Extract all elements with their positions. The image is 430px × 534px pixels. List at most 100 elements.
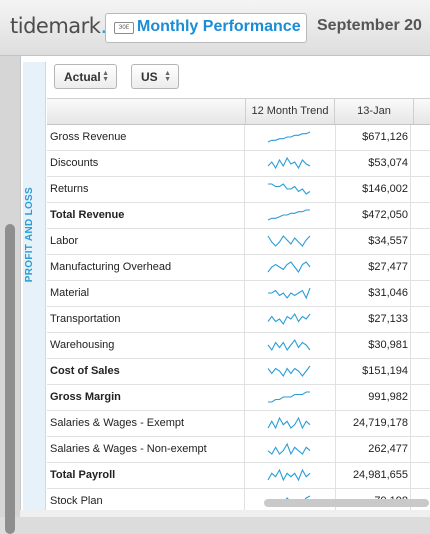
sparkline-path [267,209,310,221]
table-row[interactable]: Discounts $53,074 [47,151,430,177]
row-label: Cost of Sales [47,359,245,384]
region-select-value: US [141,70,158,84]
sparkline-path [267,235,311,247]
grid-header: 12 Month Trend 13-Jan [47,98,430,125]
trend-cell [246,333,336,358]
table-row[interactable]: Cost of Sales $151,194 [47,359,430,385]
top-bar: tidemark. ЭОЕ Monthly Performance Septem… [0,0,430,56]
row-label: Warehousing [47,333,245,358]
sparkline [267,416,311,430]
dashboard-icon: ЭОЕ [114,22,134,34]
row-label: Labor [47,229,245,254]
vertical-scroll-handle[interactable] [5,224,15,534]
region-select[interactable]: US ▲ ▼ [131,64,179,89]
row-label: Salaries & Wages - Exempt [47,411,245,436]
row-value: $31,046 [335,281,411,306]
sparkline-path [267,442,311,456]
row-label: Transportation [47,307,245,332]
sparkline-path [267,131,311,143]
row-label: Returns [47,177,245,202]
dashboard-tab[interactable]: ЭОЕ Monthly Performance [105,13,307,43]
trend-cell [246,255,336,280]
sparkline-path [267,468,311,482]
sparkline [267,442,311,456]
row-label: Total Revenue [47,203,245,228]
sparkline [267,209,310,221]
row-value: $30,981 [335,333,411,358]
row-value: 24,719,178 [335,411,411,436]
profit-and-loss-tab[interactable]: PROFIT AND LOSS [23,62,46,517]
sparkline [267,131,311,143]
trend-cell [246,359,336,384]
row-value: $146,002 [335,177,411,202]
trend-cell [246,437,336,462]
scenario-select[interactable]: Actual ▲ ▼ [54,64,117,89]
trend-cell [246,203,336,228]
sparkline [267,468,311,482]
table-row[interactable]: Warehousing $30,981 [47,333,430,359]
sparkline-path [267,365,311,378]
updown-arrows-icon: ▲ ▼ [102,70,109,83]
table-row[interactable]: Gross Revenue $671,126 [47,125,430,151]
trend-cell [246,125,336,150]
report-panel: PROFIT AND LOSS Actual ▲ ▼ US ▲ ▼ 12 Month… [20,56,430,517]
header-label-column [47,99,246,124]
table-row[interactable]: Gross Margin 991,982 [47,385,430,411]
table-row[interactable]: Labor $34,557 [47,229,430,255]
trend-cell [246,151,336,176]
trend-cell [246,463,336,488]
row-value: 262,477 [335,437,411,462]
horizontal-scrollbar[interactable] [264,499,429,507]
sparkline [267,156,311,170]
table-row[interactable]: Salaries & Wages - Non-exempt 262,477 [47,437,430,463]
row-value: $151,194 [335,359,411,384]
header-month-column[interactable]: 13-Jan [335,99,414,124]
trend-cell [246,307,336,332]
sparkline [268,391,310,403]
period-title[interactable]: September 20 [317,17,422,34]
row-value: $34,557 [335,229,411,254]
sparkline [268,183,311,195]
table-row[interactable]: Manufacturing Overhead $27,477 [47,255,430,281]
row-value: $27,477 [335,255,411,280]
pnl-grid: 12 Month Trend 13-Jan Gross Revenue $671,… [47,98,430,515]
trend-cell [246,229,336,254]
sparkline-path [267,312,311,326]
table-row[interactable]: Total Revenue $472,050 [47,203,430,229]
row-value: 24,981,655 [335,463,411,488]
tidemark-logo[interactable]: tidemark. [10,14,107,38]
table-row[interactable]: Total Payroll 24,981,655 [47,463,430,489]
sparkline-path [267,156,311,170]
row-value: $671,126 [335,125,411,150]
logo-dot: . [100,14,107,38]
table-row[interactable]: Transportation $27,133 [47,307,430,333]
table-row[interactable]: Salaries & Wages - Exempt 24,719,178 [47,411,430,437]
row-value: $472,050 [335,203,411,228]
sparkline [267,261,311,274]
updown-arrows-icon: ▲ ▼ [164,70,171,83]
logo-text: tidemark [10,14,101,38]
dashboard-title: Monthly Performance [137,18,301,35]
row-label: Stock Plan [47,489,245,514]
grid-body: Gross Revenue $671,126 Discounts $53,074 Ret… [47,125,430,515]
trend-cell [246,385,336,410]
profit-and-loss-label: PROFIT AND LOSS [24,187,35,283]
row-value: $53,074 [335,151,411,176]
bottom-edge [20,510,430,517]
trend-cell [246,177,336,202]
header-trend-column[interactable]: 12 Month Trend [246,99,335,124]
row-value: 991,982 [335,385,411,410]
left-scrollbar-track [0,56,20,534]
sparkline-path [267,338,311,352]
row-label: Manufacturing Overhead [47,255,245,280]
trend-cell [246,281,336,306]
row-label: Discounts [47,151,245,176]
table-row[interactable]: Material $31,046 [47,281,430,307]
sparkline-path [268,391,310,403]
sparkline [268,287,311,300]
sparkline-path [268,183,311,195]
table-row[interactable]: Returns $146,002 [47,177,430,203]
row-label: Gross Revenue [47,125,245,150]
sparkline [267,312,311,326]
sparkline [267,365,311,378]
